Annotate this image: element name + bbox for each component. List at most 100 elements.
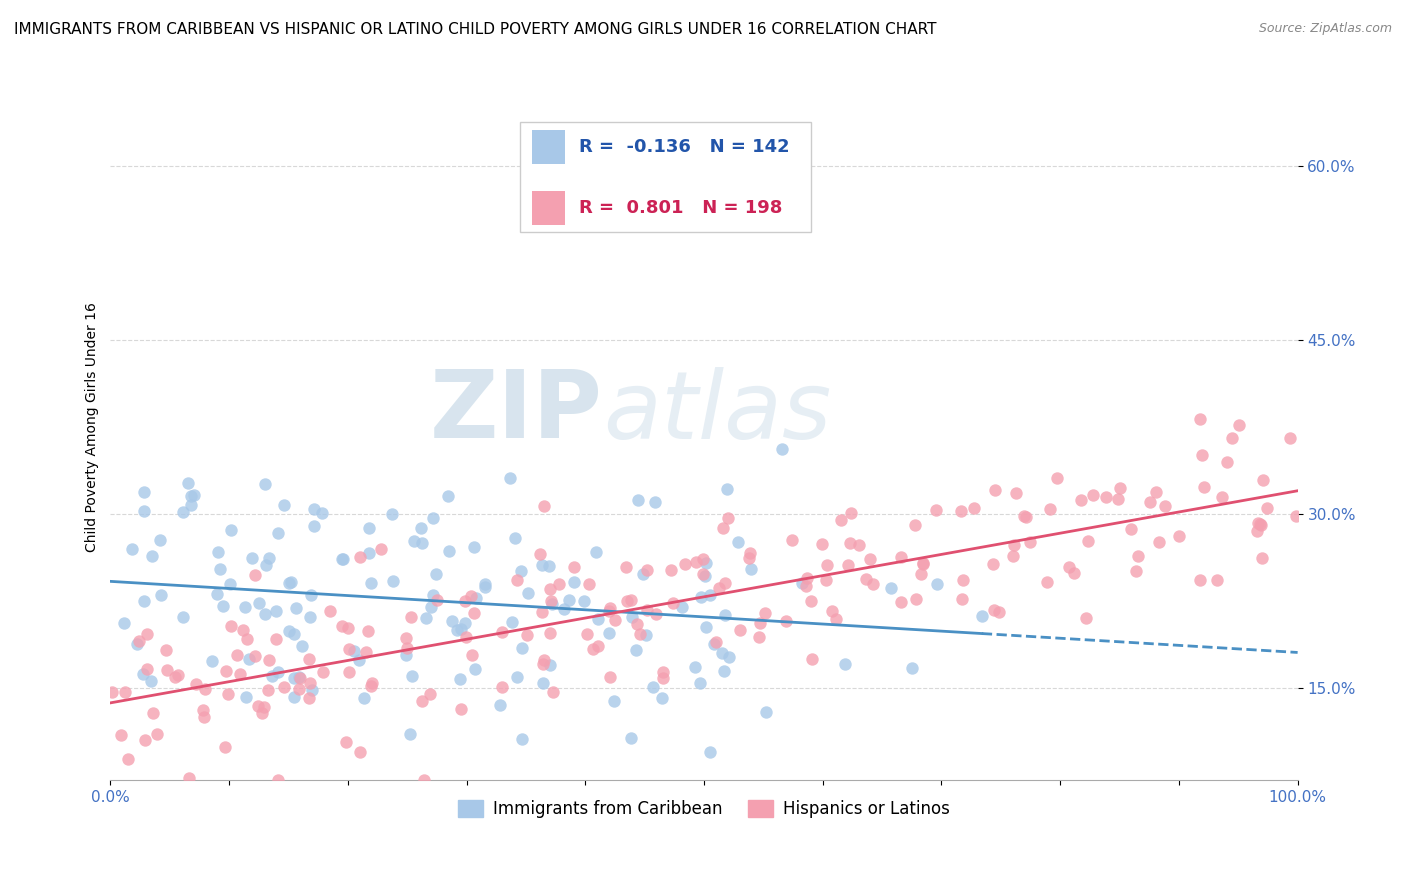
Point: [139, 674, 162, 689]
Point: [633, 567, 655, 582]
Point: [738, 546, 761, 560]
Point: [1246, 524, 1268, 538]
Point: [541, 685, 564, 699]
Point: [149, 588, 172, 602]
Point: [136, 661, 159, 675]
Point: [510, 564, 533, 578]
Text: ZIP: ZIP: [430, 367, 603, 458]
Point: [1251, 473, 1274, 487]
Point: [288, 671, 311, 685]
Point: [775, 614, 797, 628]
Point: [267, 773, 290, 788]
Point: [970, 608, 993, 623]
Point: [395, 631, 418, 645]
Point: [533, 653, 555, 667]
Point: [125, 637, 148, 651]
Point: [1144, 485, 1167, 500]
Point: [506, 573, 529, 587]
Point: [301, 682, 323, 697]
Point: [516, 628, 538, 642]
Point: [624, 642, 647, 657]
Point: [754, 606, 776, 620]
Point: [446, 623, 468, 637]
Point: [454, 594, 477, 608]
Point: [381, 508, 404, 522]
Point: [163, 670, 186, 684]
Point: [207, 545, 229, 559]
Point: [1125, 564, 1147, 578]
Point: [626, 616, 648, 631]
Point: [420, 599, 443, 614]
Point: [134, 504, 156, 518]
Point: [411, 520, 433, 534]
Point: [770, 442, 793, 456]
Point: [354, 645, 377, 659]
Point: [1015, 510, 1038, 524]
Point: [689, 590, 711, 604]
Point: [621, 609, 644, 624]
Point: [614, 560, 637, 574]
Point: [280, 574, 302, 589]
Point: [510, 641, 533, 656]
Point: [1077, 534, 1099, 549]
Point: [426, 593, 449, 607]
Point: [815, 573, 838, 587]
Point: [491, 624, 513, 639]
Point: [717, 511, 740, 525]
Point: [950, 592, 973, 607]
Point: [1083, 488, 1105, 502]
Point: [214, 740, 236, 755]
Point: [748, 630, 770, 644]
Point: [110, 728, 132, 742]
Point: [238, 652, 260, 666]
Point: [1250, 518, 1272, 533]
Point: [243, 568, 266, 582]
Point: [848, 538, 870, 552]
Point: [531, 558, 554, 572]
Point: [703, 637, 725, 651]
Point: [287, 681, 309, 696]
Point: [790, 576, 813, 591]
Point: [247, 596, 270, 610]
Point: [353, 691, 375, 706]
Point: [1191, 448, 1213, 462]
Point: [283, 627, 305, 641]
Point: [796, 571, 818, 585]
Point: [599, 670, 621, 684]
Point: [538, 658, 561, 673]
Point: [1039, 502, 1062, 516]
Point: [652, 671, 675, 685]
Point: [529, 547, 551, 561]
Point: [834, 657, 856, 672]
Point: [1063, 566, 1085, 580]
Point: [585, 544, 607, 558]
Point: [796, 579, 818, 593]
Point: [538, 626, 561, 640]
Point: [880, 581, 903, 595]
Point: [689, 676, 711, 690]
Point: [643, 680, 665, 694]
Point: [910, 566, 932, 581]
Point: [463, 606, 485, 620]
Text: IMMIGRANTS FROM CARIBBEAN VS HISPANIC OR LATINO CHILD POVERTY AMONG GIRLS UNDER : IMMIGRANTS FROM CARIBBEAN VS HISPANIC OR…: [14, 22, 936, 37]
Point: [415, 611, 437, 625]
Point: [299, 588, 322, 602]
Point: [311, 507, 333, 521]
Point: [491, 680, 513, 694]
Point: [1057, 559, 1080, 574]
Point: [503, 532, 526, 546]
Point: [699, 588, 721, 602]
Point: [598, 626, 620, 640]
Point: [217, 687, 239, 701]
Point: [1153, 500, 1175, 514]
Point: [562, 560, 585, 574]
Point: [531, 657, 554, 671]
Point: [1070, 493, 1092, 508]
Point: [360, 679, 382, 693]
Legend: Immigrants from Caribbean, Hispanics or Latinos: Immigrants from Caribbean, Hispanics or …: [451, 794, 956, 825]
Point: [578, 577, 600, 591]
Point: [226, 648, 249, 663]
Point: [298, 675, 321, 690]
Point: [236, 632, 259, 646]
Point: [201, 654, 224, 668]
